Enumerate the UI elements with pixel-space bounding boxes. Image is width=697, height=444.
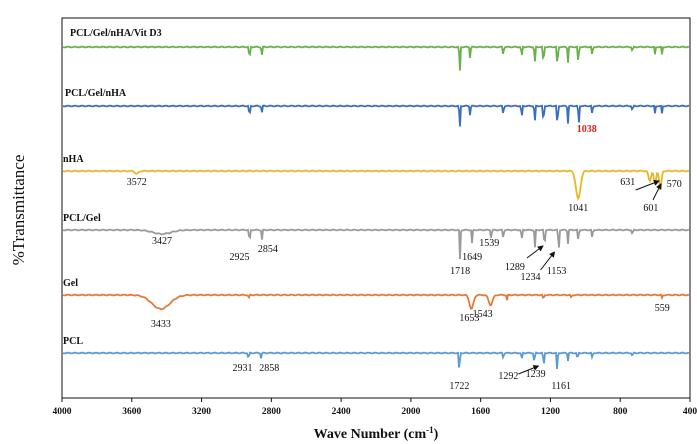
peak-label: 1653 xyxy=(459,313,479,324)
x-tick-label: 2800 xyxy=(262,407,281,417)
peak-label: 1038 xyxy=(577,124,597,135)
series-line xyxy=(62,104,690,127)
x-tick-label: 3200 xyxy=(192,407,211,417)
series-name: Gel xyxy=(63,278,78,289)
x-axis-title-close: ) xyxy=(434,427,439,442)
peak-label: 2858 xyxy=(259,363,279,374)
peak-label: 1041 xyxy=(568,203,588,214)
x-axis-title: Wave Number (cm-1) xyxy=(314,425,439,442)
series-0: PCL/Gel/nHA/Vit D3 xyxy=(62,28,690,71)
x-tick-label: 2000 xyxy=(401,407,420,417)
series-line xyxy=(62,169,690,201)
peak-label: 1543 xyxy=(473,309,493,320)
series-line xyxy=(62,228,690,260)
peak-label: 3433 xyxy=(151,319,171,330)
series-name: PCL/Gel/nHA xyxy=(65,88,127,99)
series-layer: PCL/Gel/nHA/Vit D3 PCL/Gel/nHA 1038 nHA 3572… xyxy=(62,28,690,392)
peak-label: 1234 xyxy=(521,272,541,283)
annotation-arrow xyxy=(526,245,544,259)
y-axis-title: %Transmittance xyxy=(9,155,28,266)
peak-label: 3572 xyxy=(127,177,147,188)
peak-label: 1289 xyxy=(505,262,525,273)
series-line xyxy=(62,293,690,311)
series-line xyxy=(62,351,690,370)
peak-label: 3427 xyxy=(152,236,172,247)
annotation-arrow xyxy=(540,251,556,271)
peak-label: 2854 xyxy=(258,244,278,255)
peak-label: 559 xyxy=(655,303,670,314)
x-tick-label: 4000 xyxy=(53,407,72,417)
peak-label: 601 xyxy=(643,203,658,214)
x-tick-label: 2400 xyxy=(332,407,351,417)
series-name: PCL/Gel/nHA/Vit D3 xyxy=(70,28,162,39)
peak-label: 631 xyxy=(620,177,635,188)
peak-label: 1722 xyxy=(449,381,469,392)
series-2: nHA 3572 1041 631 601 570 xyxy=(62,154,690,214)
x-tick-label: 3600 xyxy=(122,407,141,417)
series-line xyxy=(62,45,690,71)
peak-label: 1239 xyxy=(526,369,546,380)
x-ticks: 4000 3600 3200 2800 2400 2000 1600 1200 800 400 xyxy=(53,398,697,417)
peak-label: 2925 xyxy=(230,252,250,263)
annotation-arrow xyxy=(518,365,540,375)
x-axis-title-main: Wave Number (cm xyxy=(314,427,427,442)
series-5: PCL 2931 2858 1722 1292 1239 1161 xyxy=(62,336,690,392)
series-name: PCL xyxy=(63,336,83,347)
peak-label: 1161 xyxy=(551,381,571,392)
x-tick-label: 1200 xyxy=(541,407,560,417)
peak-label: 2931 xyxy=(233,363,253,374)
plot-frame xyxy=(61,17,691,399)
x-tick-label: 400 xyxy=(683,407,697,417)
x-tick-label: 800 xyxy=(613,407,628,417)
annotation-arrow xyxy=(652,183,662,201)
series-name: nHA xyxy=(63,154,84,165)
series-1: PCL/Gel/nHA 1038 xyxy=(62,88,690,135)
x-axis-title-sup: -1 xyxy=(426,425,434,435)
series-name: PCL/Gel xyxy=(63,213,101,224)
peak-label: 1649 xyxy=(462,252,482,263)
peak-label: 1718 xyxy=(450,266,470,277)
peak-label: 1539 xyxy=(479,238,499,249)
peak-label: 1153 xyxy=(547,266,567,277)
annotation-arrow xyxy=(635,180,660,191)
peak-label: 570 xyxy=(667,179,682,190)
peak-label: 1292 xyxy=(498,371,518,382)
x-tick-label: 1600 xyxy=(471,407,490,417)
